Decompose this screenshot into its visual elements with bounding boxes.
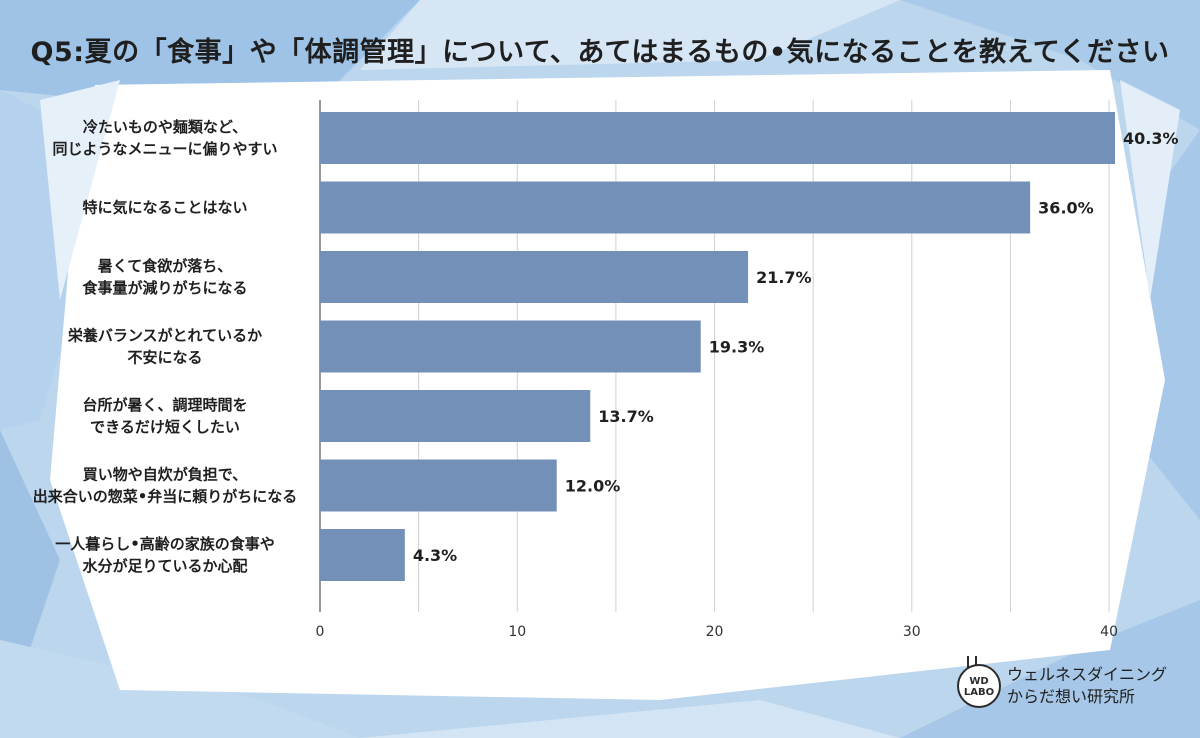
brand-name-line2: からだ想い研究所 — [1007, 687, 1136, 706]
bar — [320, 459, 557, 512]
category-label: 食事量が減りがちになる — [82, 279, 247, 297]
value-label: 19.3% — [709, 338, 765, 357]
category-label: 暑くて食欲が落ち、 — [98, 257, 233, 275]
badge-line1: WD — [969, 676, 989, 687]
value-label: 36.0% — [1038, 199, 1094, 218]
category-label: 冷たいものや麺類など、 — [83, 118, 247, 136]
category-label: 水分が足りているか心配 — [82, 557, 247, 575]
category-label: 出来合いの惣菜•弁当に頼りがちになる — [33, 488, 298, 506]
tick-label: 40 — [1100, 624, 1118, 640]
value-label: 21.7% — [756, 268, 812, 287]
category-label: 栄養バランスがとれているか — [67, 327, 262, 345]
category-label: 買い物や自炊が負担で、 — [83, 466, 247, 484]
category-label: 同じようなメニューに偏りやすい — [52, 140, 277, 158]
bar — [320, 320, 701, 373]
chart-title: Q5:夏の「食事」や「体調管理」について、あてはまるもの•気になることを教えてく… — [30, 37, 1170, 68]
wd-labo-badge-icon: WD LABO — [957, 664, 1001, 708]
category-label: 一人暮らし•高齢の家族の食事や — [55, 535, 275, 553]
x-axis-ticks: 0 10 20 30 40 — [316, 624, 1118, 640]
value-label: 4.3% — [413, 546, 457, 565]
value-labels: 40.3% 36.0% 21.7% 19.3% 13.7% 12.0% 4.3% — [413, 129, 1179, 565]
brand-name-line1: ウェルネスダイニング — [1007, 665, 1168, 684]
category-label: できるだけ短くしたい — [90, 418, 240, 436]
category-label: 特に気になることはない — [82, 199, 247, 217]
category-label: 不安になる — [127, 349, 202, 367]
category-labels: 冷たいものや麺類など、同じようなメニューに偏りやすい特に気になることはない暑くて… — [33, 118, 298, 575]
value-label: 13.7% — [598, 407, 654, 426]
tick-label: 10 — [508, 624, 526, 640]
brand-name: ウェルネスダイニング からだ想い研究所 — [1007, 664, 1167, 708]
tick-label: 20 — [706, 624, 724, 640]
tick-label: 30 — [903, 624, 921, 640]
bar — [320, 112, 1115, 164]
bar — [320, 529, 405, 581]
value-label: 12.0% — [565, 477, 621, 496]
tick-label: 0 — [316, 624, 325, 640]
brand-logo: WD LABO ウェルネスダイニング からだ想い研究所 — [945, 656, 1185, 720]
bar — [320, 390, 591, 442]
bar — [320, 181, 1031, 234]
bars — [320, 112, 1115, 581]
category-label: 台所が暑く、調理時間を — [82, 396, 247, 414]
value-label: 40.3% — [1123, 129, 1179, 148]
bar — [320, 251, 749, 303]
badge-line2: LABO — [963, 687, 995, 698]
flask-neck-icon — [967, 656, 977, 668]
